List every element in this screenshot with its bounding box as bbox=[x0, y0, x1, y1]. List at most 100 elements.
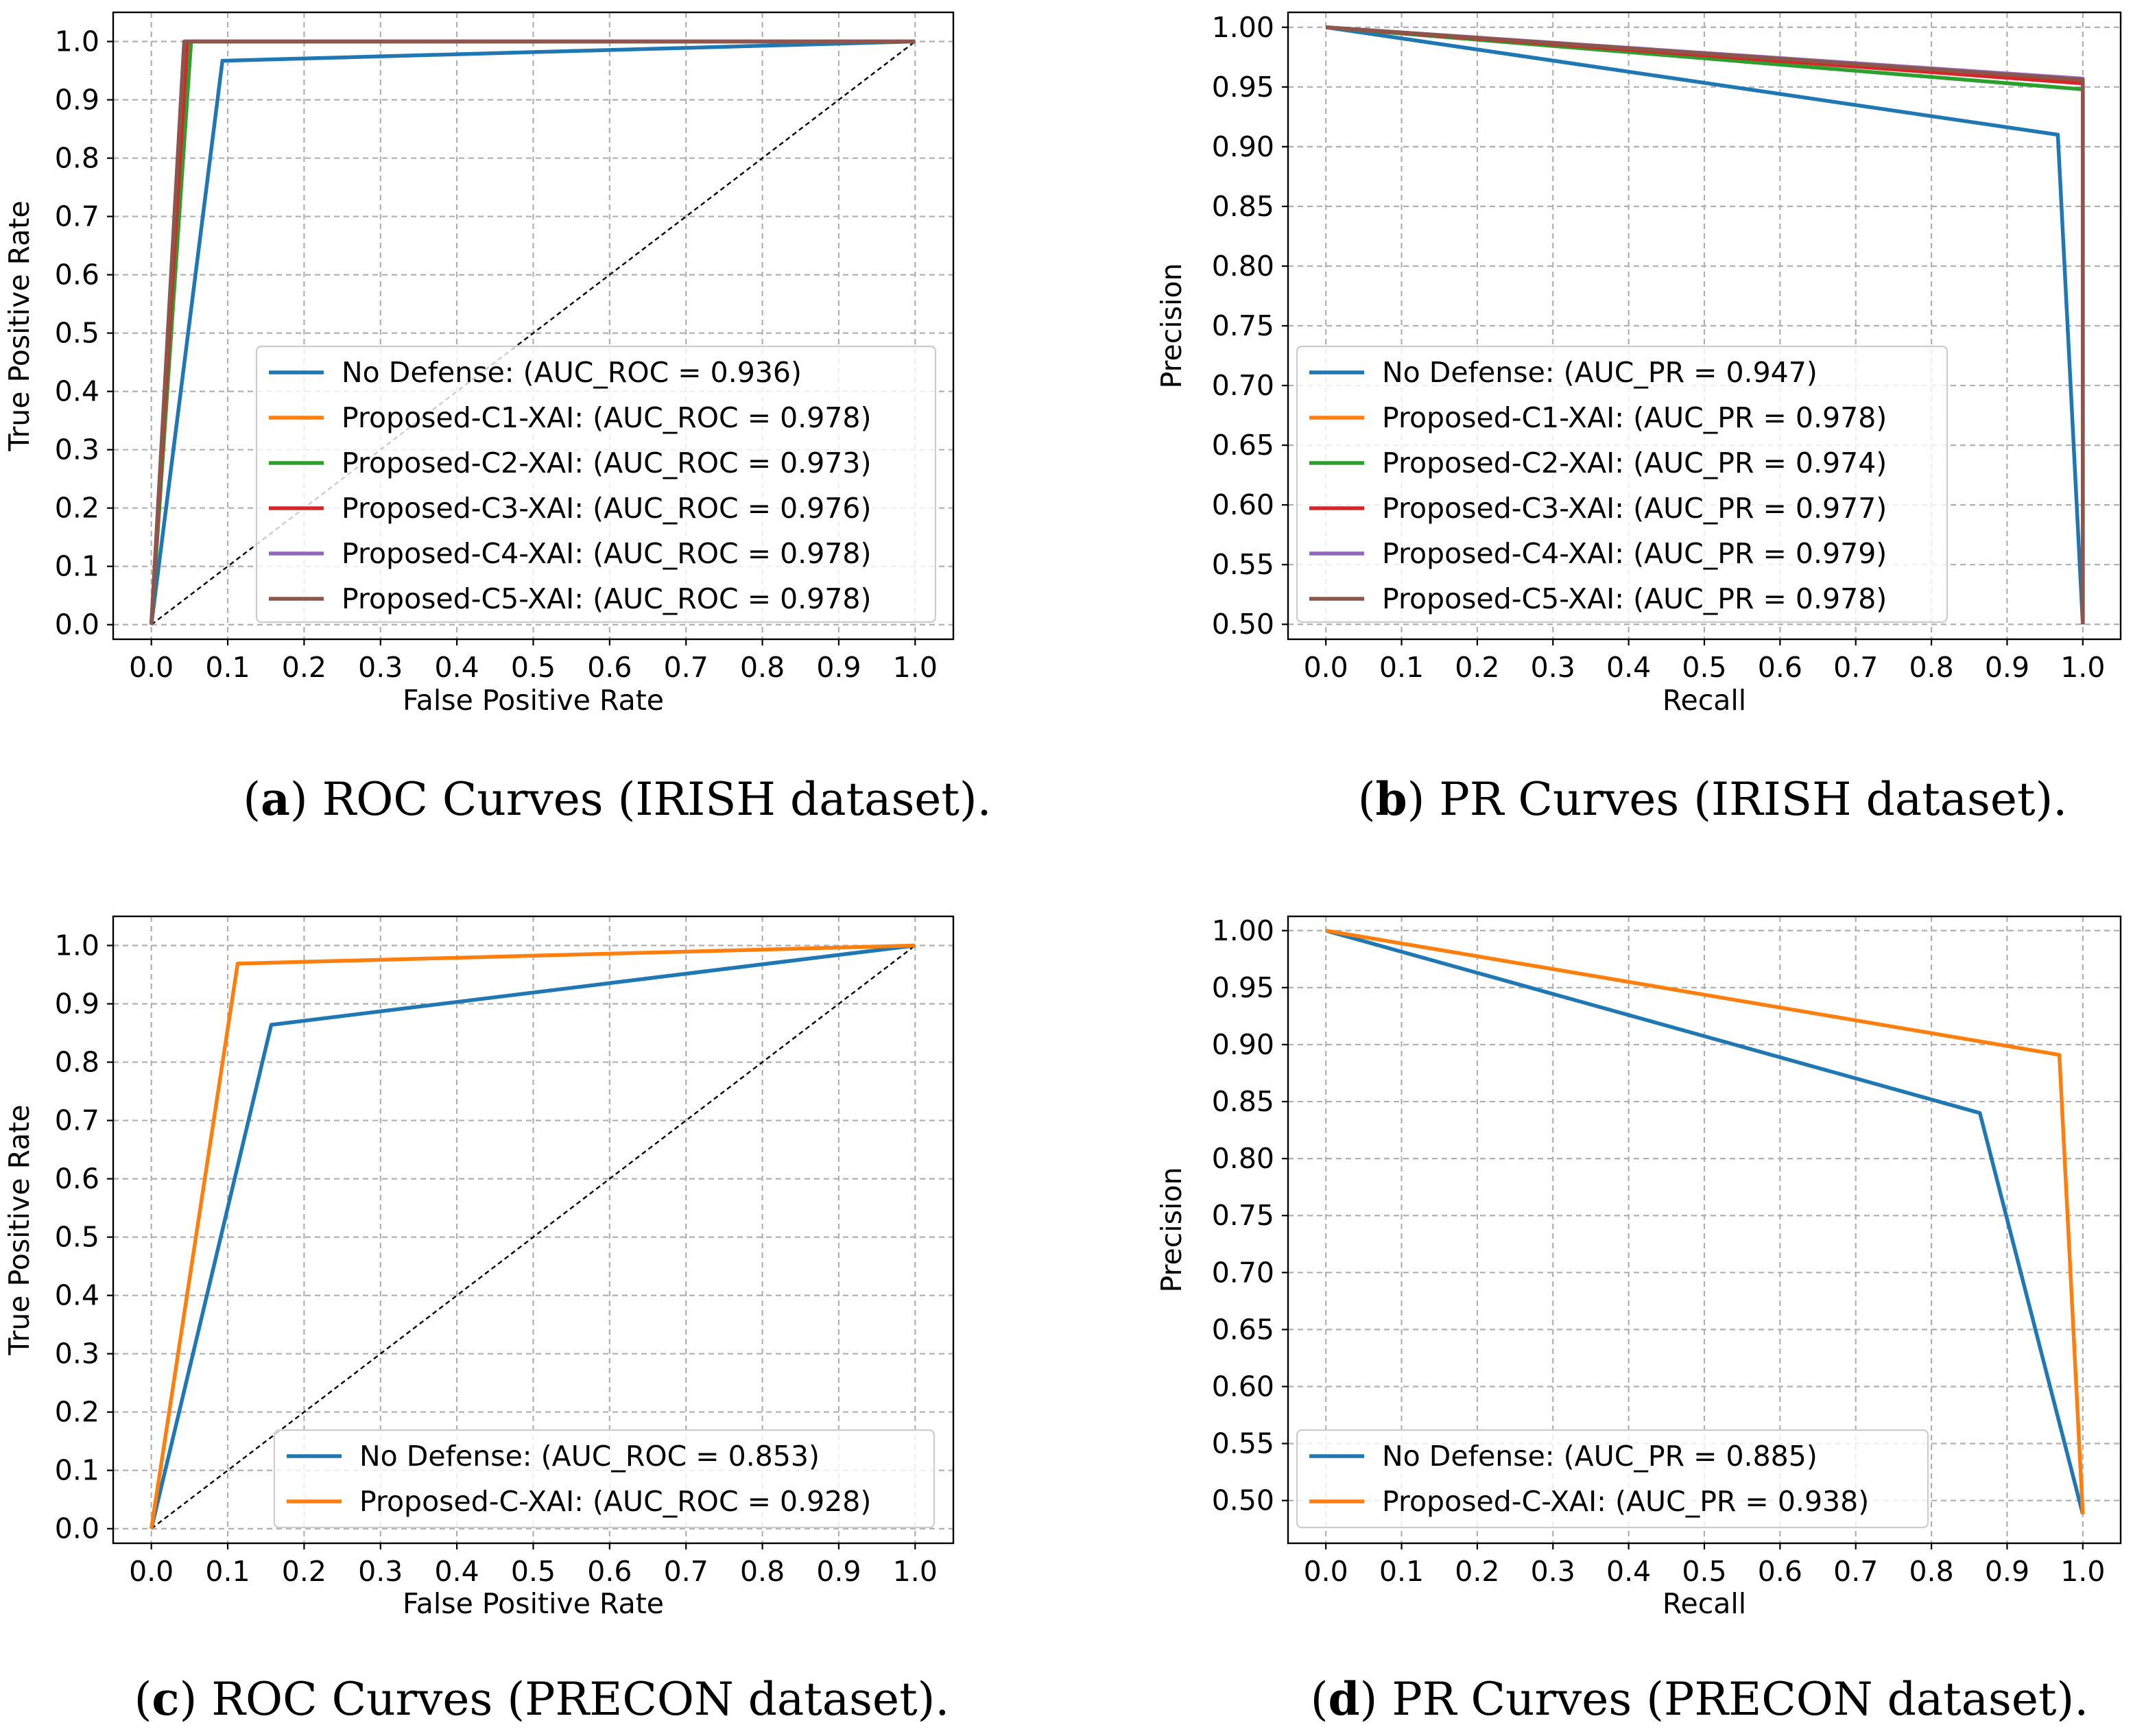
y-axis-label: True Positive Rate bbox=[3, 1104, 36, 1355]
y-tick-label: 0.50 bbox=[1212, 1484, 1274, 1517]
y-tick-label: 0.55 bbox=[1212, 1427, 1274, 1460]
x-tick-label: 0.1 bbox=[205, 1555, 250, 1588]
y-tick-label: 0.7 bbox=[55, 1104, 99, 1137]
y-tick-label: 0.65 bbox=[1212, 1313, 1274, 1346]
series-line-0 bbox=[150, 943, 916, 1530]
x-tick-label: 0.6 bbox=[1758, 651, 1802, 684]
x-tick-label: 0.7 bbox=[1833, 651, 1878, 684]
x-tick-label: 0.7 bbox=[664, 651, 708, 684]
x-tick-label: 0.8 bbox=[1909, 651, 1953, 684]
y-tick-label: 0.85 bbox=[1212, 1085, 1274, 1118]
x-tick-label: 0.5 bbox=[511, 1555, 556, 1588]
caption-letter: c bbox=[152, 1672, 179, 1726]
y-tick-label: 0.5 bbox=[55, 1221, 99, 1254]
y-tick-label: 0.50 bbox=[1212, 608, 1274, 641]
y-tick-label: 0.80 bbox=[1212, 1142, 1274, 1175]
x-tick-label: 0.9 bbox=[816, 1555, 861, 1588]
legend-box bbox=[255, 345, 937, 623]
y-tick-label: 0.7 bbox=[55, 200, 99, 233]
x-axis-label: False Positive Rate bbox=[403, 684, 664, 717]
x-tick-label: 1.0 bbox=[893, 1555, 938, 1588]
x-tick-label: 0.0 bbox=[129, 651, 174, 684]
x-tick-label: 0.4 bbox=[435, 1555, 479, 1588]
x-tick-label: 0.3 bbox=[1531, 651, 1575, 684]
x-tick-label: 0.8 bbox=[1909, 1555, 1953, 1588]
legend-entry-label: Proposed-C2-XAI: (AUC_PR = 0.974) bbox=[1382, 447, 1887, 479]
y-tick-label: 1.0 bbox=[55, 929, 99, 962]
legend: No Defense: (AUC_ROC = 0.853) Proposed-C-… bbox=[273, 1429, 936, 1529]
legend-box bbox=[273, 1429, 936, 1529]
x-axis-label: False Positive Rate bbox=[403, 1587, 664, 1620]
y-tick-label: 0.9 bbox=[55, 84, 99, 117]
y-tick-label: 0.75 bbox=[1212, 1199, 1274, 1232]
y-tick-label: 0.0 bbox=[55, 608, 99, 641]
series-line-0 bbox=[1325, 929, 2085, 1515]
x-tick-label: 0.0 bbox=[1304, 651, 1348, 684]
y-tick-label: 0.4 bbox=[55, 1279, 99, 1312]
y-tick-label: 1.00 bbox=[1212, 914, 1274, 947]
x-tick-label: 0.2 bbox=[1455, 1555, 1499, 1588]
legend-box bbox=[1296, 1429, 1929, 1529]
legend-entry-label: Proposed-C1-XAI: (AUC_ROC = 0.978) bbox=[342, 401, 871, 434]
x-tick-label: 0.9 bbox=[816, 651, 861, 684]
y-tick-label: 0.8 bbox=[55, 1046, 99, 1079]
x-tick-label: 0.1 bbox=[1379, 651, 1424, 684]
legend-box bbox=[1296, 345, 1949, 623]
y-tick-label: 0.85 bbox=[1212, 190, 1274, 223]
y-axis-label: True Positive Rate bbox=[3, 200, 36, 451]
legend-entry-label: Proposed-C-XAI: (AUC_ROC = 0.928) bbox=[359, 1485, 871, 1518]
panel-b: 0.0 0.1 0.2 0.3 0.4 0.5 0.6 0.7 0.8 0.9 1.0 0.50 0.5… bbox=[1155, 11, 2122, 826]
series-line-5 bbox=[149, 39, 916, 625]
panel-caption: (a) ROC Curves (IRISH dataset). bbox=[243, 772, 991, 826]
x-axis-label: Recall bbox=[1663, 1587, 1746, 1620]
x-tick-label: 0.8 bbox=[740, 1555, 785, 1588]
series-line-0 bbox=[149, 39, 916, 626]
caption-letter: b bbox=[1376, 772, 1407, 826]
x-tick-label: 0.2 bbox=[1455, 651, 1499, 684]
x-tick-label: 0.5 bbox=[1682, 651, 1726, 684]
panel-caption: (b) PR Curves (IRISH dataset). bbox=[1358, 772, 2067, 826]
y-tick-label: 0.9 bbox=[55, 988, 99, 1021]
legend-entry-label: Proposed-C2-XAI: (AUC_ROC = 0.973) bbox=[342, 447, 871, 479]
x-tick-label: 0.7 bbox=[1833, 1555, 1878, 1588]
y-tick-label: 0.80 bbox=[1212, 250, 1274, 283]
y-tick-label: 0.4 bbox=[55, 375, 99, 408]
y-tick-label: 0.8 bbox=[55, 142, 99, 175]
x-tick-label: 0.0 bbox=[129, 1555, 174, 1588]
x-tick-label: 0.3 bbox=[358, 1555, 403, 1588]
series-line-1 bbox=[1325, 929, 2085, 1514]
y-tick-label: 0.90 bbox=[1212, 1028, 1274, 1061]
y-axis-label: Precision bbox=[1155, 1167, 1188, 1293]
y-tick-label: 0.75 bbox=[1212, 309, 1274, 342]
series-line-5 bbox=[1326, 25, 2085, 625]
x-tick-label: 1.0 bbox=[2060, 1555, 2105, 1588]
y-tick-label: 0.70 bbox=[1212, 1256, 1274, 1289]
caption-text: ) ROC Curves (IRISH dataset). bbox=[290, 773, 992, 826]
caption-text: ) ROC Curves (PRECON dataset). bbox=[180, 1673, 950, 1726]
x-tick-label: 0.7 bbox=[664, 1555, 708, 1588]
x-tick-label: 0.5 bbox=[511, 651, 556, 684]
y-tick-label: 0.5 bbox=[55, 317, 99, 350]
x-tick-label: 0.4 bbox=[435, 651, 479, 684]
legend-entry-label: No Defense: (AUC_ROC = 0.853) bbox=[359, 1440, 820, 1473]
x-tick-label: 1.0 bbox=[2060, 651, 2105, 684]
legend: No Defense: (AUC_ROC = 0.936) Proposed-C1… bbox=[255, 345, 937, 623]
x-tick-label: 0.4 bbox=[1606, 1555, 1651, 1588]
y-tick-label: 0.1 bbox=[55, 1454, 99, 1487]
x-tick-label: 0.9 bbox=[1985, 1555, 2029, 1588]
x-tick-label: 0.4 bbox=[1606, 651, 1651, 684]
panel-c: 0.0 0.1 0.2 0.3 0.4 0.5 0.6 0.7 0.8 0.9 1.0 0.0 0.1 0… bbox=[3, 915, 955, 1726]
x-tick-label: 0.1 bbox=[205, 651, 250, 684]
panel-d: 0.0 0.1 0.2 0.3 0.4 0.5 0.6 0.7 0.8 0.9 1.0 0.50 0.5… bbox=[1155, 914, 2122, 1726]
caption-text: ) PR Curves (IRISH dataset). bbox=[1407, 773, 2068, 826]
caption-text: ) PR Curves (PRECON dataset). bbox=[1360, 1673, 2089, 1726]
x-tick-label: 0.0 bbox=[1304, 1555, 1348, 1588]
panel-caption: (c) ROC Curves (PRECON dataset). bbox=[134, 1672, 950, 1726]
y-tick-label: 0.60 bbox=[1212, 1370, 1274, 1403]
legend-entry-label: Proposed-C-XAI: (AUC_PR = 0.938) bbox=[1382, 1485, 1869, 1518]
legend-entry-label: Proposed-C4-XAI: (AUC_PR = 0.979) bbox=[1382, 537, 1887, 570]
legend: No Defense: (AUC_PR = 0.947) Proposed-C1-… bbox=[1296, 345, 1949, 623]
legend-entry-label: No Defense: (AUC_ROC = 0.936) bbox=[342, 356, 802, 389]
y-tick-label: 0.90 bbox=[1212, 130, 1274, 163]
